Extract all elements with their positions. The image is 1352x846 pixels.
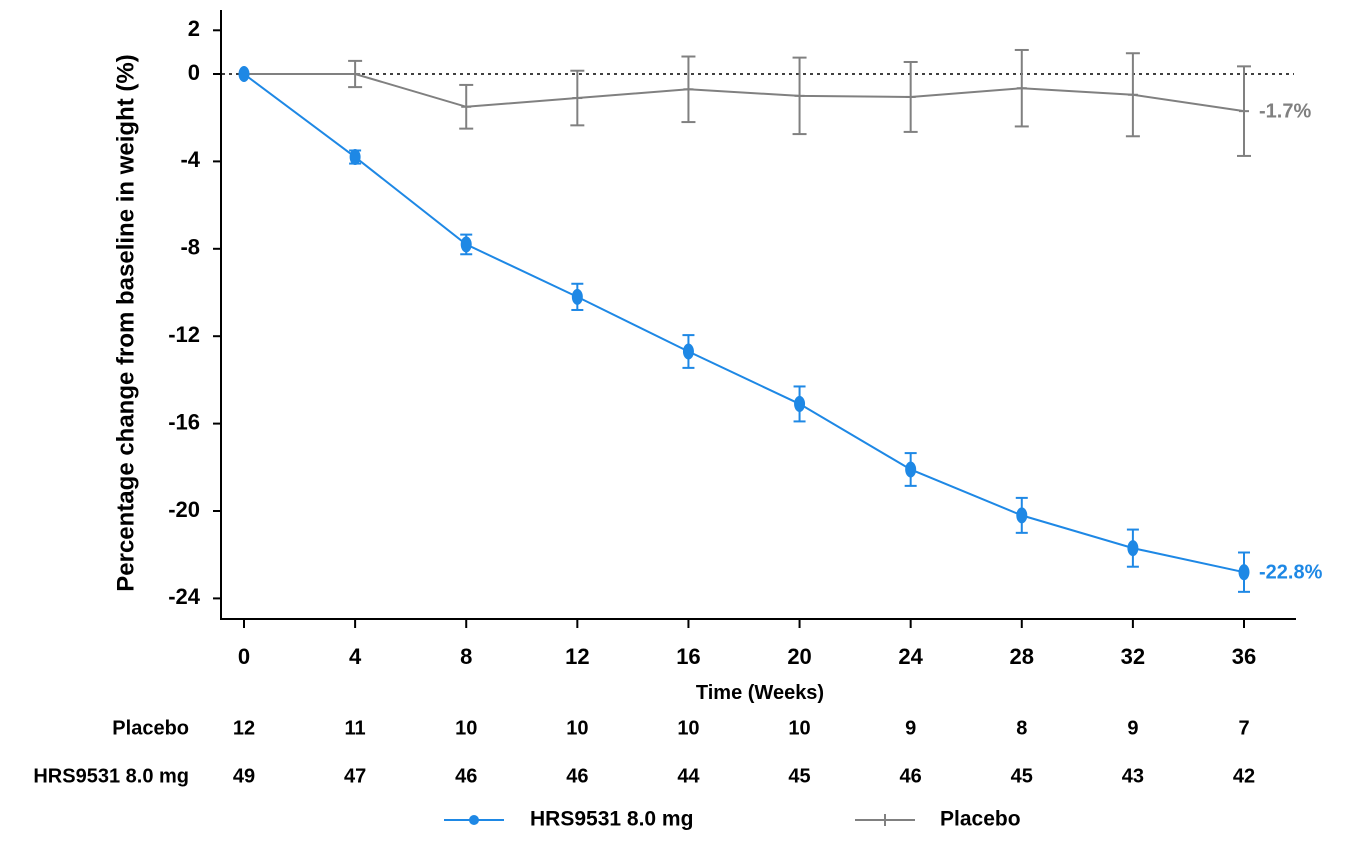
x-tick-label: 12	[565, 644, 589, 669]
legend: HRS9531 8.0 mg Placebo	[444, 808, 1021, 831]
x-tick-label: 16	[676, 644, 700, 669]
y-ticks: 2 0 -4 -8 -12 -16 -20 -24	[168, 16, 221, 609]
at-risk-cell: 45	[1011, 765, 1033, 787]
y-tick-label: -16	[168, 409, 200, 434]
at-risk-cell: 49	[233, 765, 255, 787]
x-tick-label: 36	[1232, 644, 1256, 669]
x-tick-label: 8	[460, 644, 472, 669]
x-tick-label: 0	[238, 644, 250, 669]
at-risk-cell: 10	[788, 717, 810, 739]
at-risk-cell: 46	[566, 765, 588, 787]
data-point	[238, 66, 250, 82]
data-point	[905, 461, 917, 478]
at-risk-cell: 11	[345, 717, 366, 739]
series-line	[244, 73, 1245, 113]
at-risk-row-label: HRS9531 8.0 mg	[33, 765, 189, 787]
at-risk-row-label: Placebo	[112, 717, 189, 739]
at-risk-cell: 12	[233, 717, 255, 739]
x-tick-label: 28	[1010, 644, 1034, 669]
legend-marker	[469, 815, 479, 825]
at-risk-cell: 46	[900, 765, 922, 787]
data-point	[1238, 564, 1250, 581]
x-tick-label: 4	[349, 644, 362, 669]
at-risk-cell: 10	[566, 717, 588, 739]
legend-label: Placebo	[940, 808, 1021, 831]
data-point	[349, 149, 361, 166]
end-value-label: -1.7%	[1259, 100, 1311, 122]
data-point	[1016, 507, 1028, 524]
at-risk-cell: 10	[455, 717, 477, 739]
y-tick-label: -20	[168, 497, 200, 522]
at-risk-cell: 8	[1016, 717, 1027, 739]
end-value-label: -22.8%	[1259, 561, 1323, 583]
axes: Percentage change from baseline in weigh…	[112, 10, 1296, 704]
at-risk-cell: 45	[788, 765, 810, 787]
y-tick-label: 2	[188, 16, 200, 41]
x-tick-label: 32	[1121, 644, 1145, 669]
at-risk-cell: 44	[677, 765, 700, 787]
x-tick-label: 24	[898, 644, 923, 669]
y-tick-label: -4	[180, 147, 200, 172]
y-tick-label: -24	[168, 584, 201, 609]
at-risk-table: Placebo 12 11 10 10 10 10 9 8 9 7 HRS9531 8.0 mg 49 4…	[33, 717, 1255, 787]
series-line	[243, 73, 1245, 574]
series: -1.7% -22.8%	[238, 48, 1323, 593]
at-risk-cell: 10	[677, 717, 699, 739]
x-axis-label: Time (Weeks)	[696, 682, 824, 704]
at-risk-cell: 7	[1238, 717, 1249, 739]
x-tick-label: 20	[787, 644, 811, 669]
series-hrs9531-8-0-mg: -22.8%	[238, 66, 1323, 593]
y-axis-label: Percentage change from baseline in weigh…	[112, 54, 139, 591]
at-risk-cell: 42	[1233, 765, 1255, 787]
at-risk-cell: 46	[455, 765, 477, 787]
y-tick-label: 0	[188, 60, 200, 85]
legend-label: HRS9531 8.0 mg	[530, 808, 693, 831]
y-tick-label: -8	[180, 235, 200, 260]
data-point	[682, 343, 694, 360]
series-placebo: -1.7%	[239, 48, 1311, 157]
at-risk-cell: 9	[1127, 717, 1138, 739]
data-point	[1127, 540, 1139, 557]
at-risk-cell: 47	[344, 765, 366, 787]
data-point	[794, 395, 806, 412]
data-point	[460, 236, 472, 253]
y-tick-label: -12	[168, 322, 200, 347]
data-point	[571, 288, 583, 305]
x-ticks: 0 4 8 12 16 20 24 28 32 36	[238, 619, 1256, 669]
at-risk-cell: 9	[905, 717, 916, 739]
at-risk-cell: 43	[1122, 765, 1144, 787]
